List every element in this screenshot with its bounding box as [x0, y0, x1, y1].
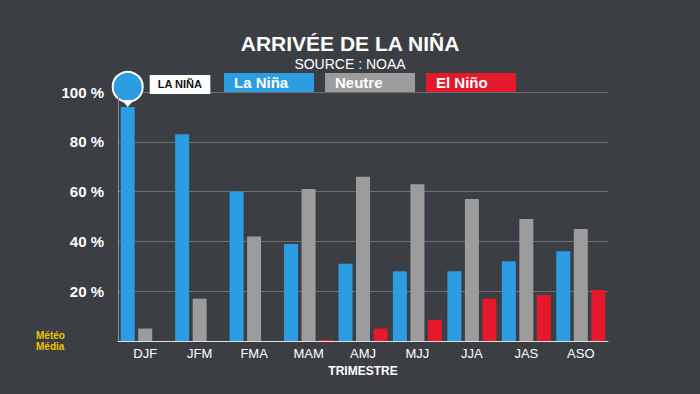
svg-text:20 %: 20 % — [70, 283, 104, 300]
svg-text:SOURCE : NOAA: SOURCE : NOAA — [294, 56, 406, 72]
svg-text:MJJ: MJJ — [406, 346, 430, 361]
svg-text:La Niña: La Niña — [234, 74, 289, 91]
svg-text:AMJ: AMJ — [350, 346, 376, 361]
svg-text:LA NIÑA: LA NIÑA — [158, 78, 202, 90]
svg-text:ARRIVÉE DE LA NIÑA: ARRIVÉE DE LA NIÑA — [241, 32, 460, 55]
svg-text:JAS: JAS — [514, 346, 538, 361]
svg-text:DJF: DJF — [133, 346, 157, 361]
svg-text:TRIMESTRE: TRIMESTRE — [328, 364, 397, 378]
svg-text:40 %: 40 % — [70, 233, 104, 250]
svg-text:ASO: ASO — [567, 346, 594, 361]
svg-text:El Niño: El Niño — [436, 74, 488, 91]
svg-text:80 %: 80 % — [70, 133, 104, 150]
svg-text:JFM: JFM — [187, 346, 212, 361]
svg-text:Neutre: Neutre — [335, 74, 383, 91]
svg-text:60 %: 60 % — [70, 183, 104, 200]
svg-text:Média: Média — [36, 341, 65, 352]
svg-text:100 %: 100 % — [61, 84, 104, 101]
svg-text:FMA: FMA — [240, 346, 268, 361]
svg-text:MAM: MAM — [293, 346, 323, 361]
svg-text:JJA: JJA — [461, 346, 483, 361]
svg-text:Météo: Météo — [36, 330, 65, 341]
